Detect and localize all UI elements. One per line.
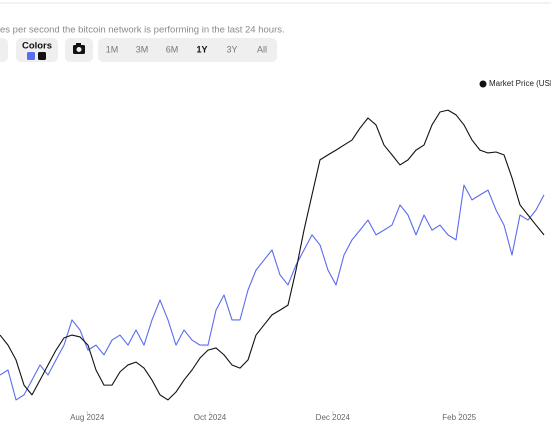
range-button[interactable]: 1Y (196, 44, 207, 54)
range-button[interactable]: 3Y (226, 44, 237, 54)
range-button[interactable]: All (257, 44, 267, 54)
legend-marker (479, 80, 487, 88)
series-line (0, 184, 545, 401)
button[interactable] (0, 38, 8, 62)
x-tick-label: Oct 2024 (194, 413, 227, 422)
range-button[interactable]: 1M (106, 44, 119, 54)
x-tick-label: Feb 2025 (442, 413, 476, 422)
range-group (98, 38, 277, 62)
legend-label: Market Price (USD (489, 79, 551, 88)
color-swatch (27, 52, 35, 60)
description: es per second the bitcoin network is per… (0, 25, 285, 36)
x-tick-label: Aug 2024 (70, 413, 105, 422)
colors-button[interactable] (16, 38, 58, 62)
x-tick-label: Dec 2024 (316, 413, 351, 422)
series-line (0, 109, 545, 401)
colors-label: Colors (22, 41, 52, 52)
color-swatch (38, 52, 46, 60)
range-button[interactable]: 3M (136, 44, 149, 54)
camera-icon (73, 43, 85, 54)
range-button[interactable]: 6M (166, 44, 179, 54)
